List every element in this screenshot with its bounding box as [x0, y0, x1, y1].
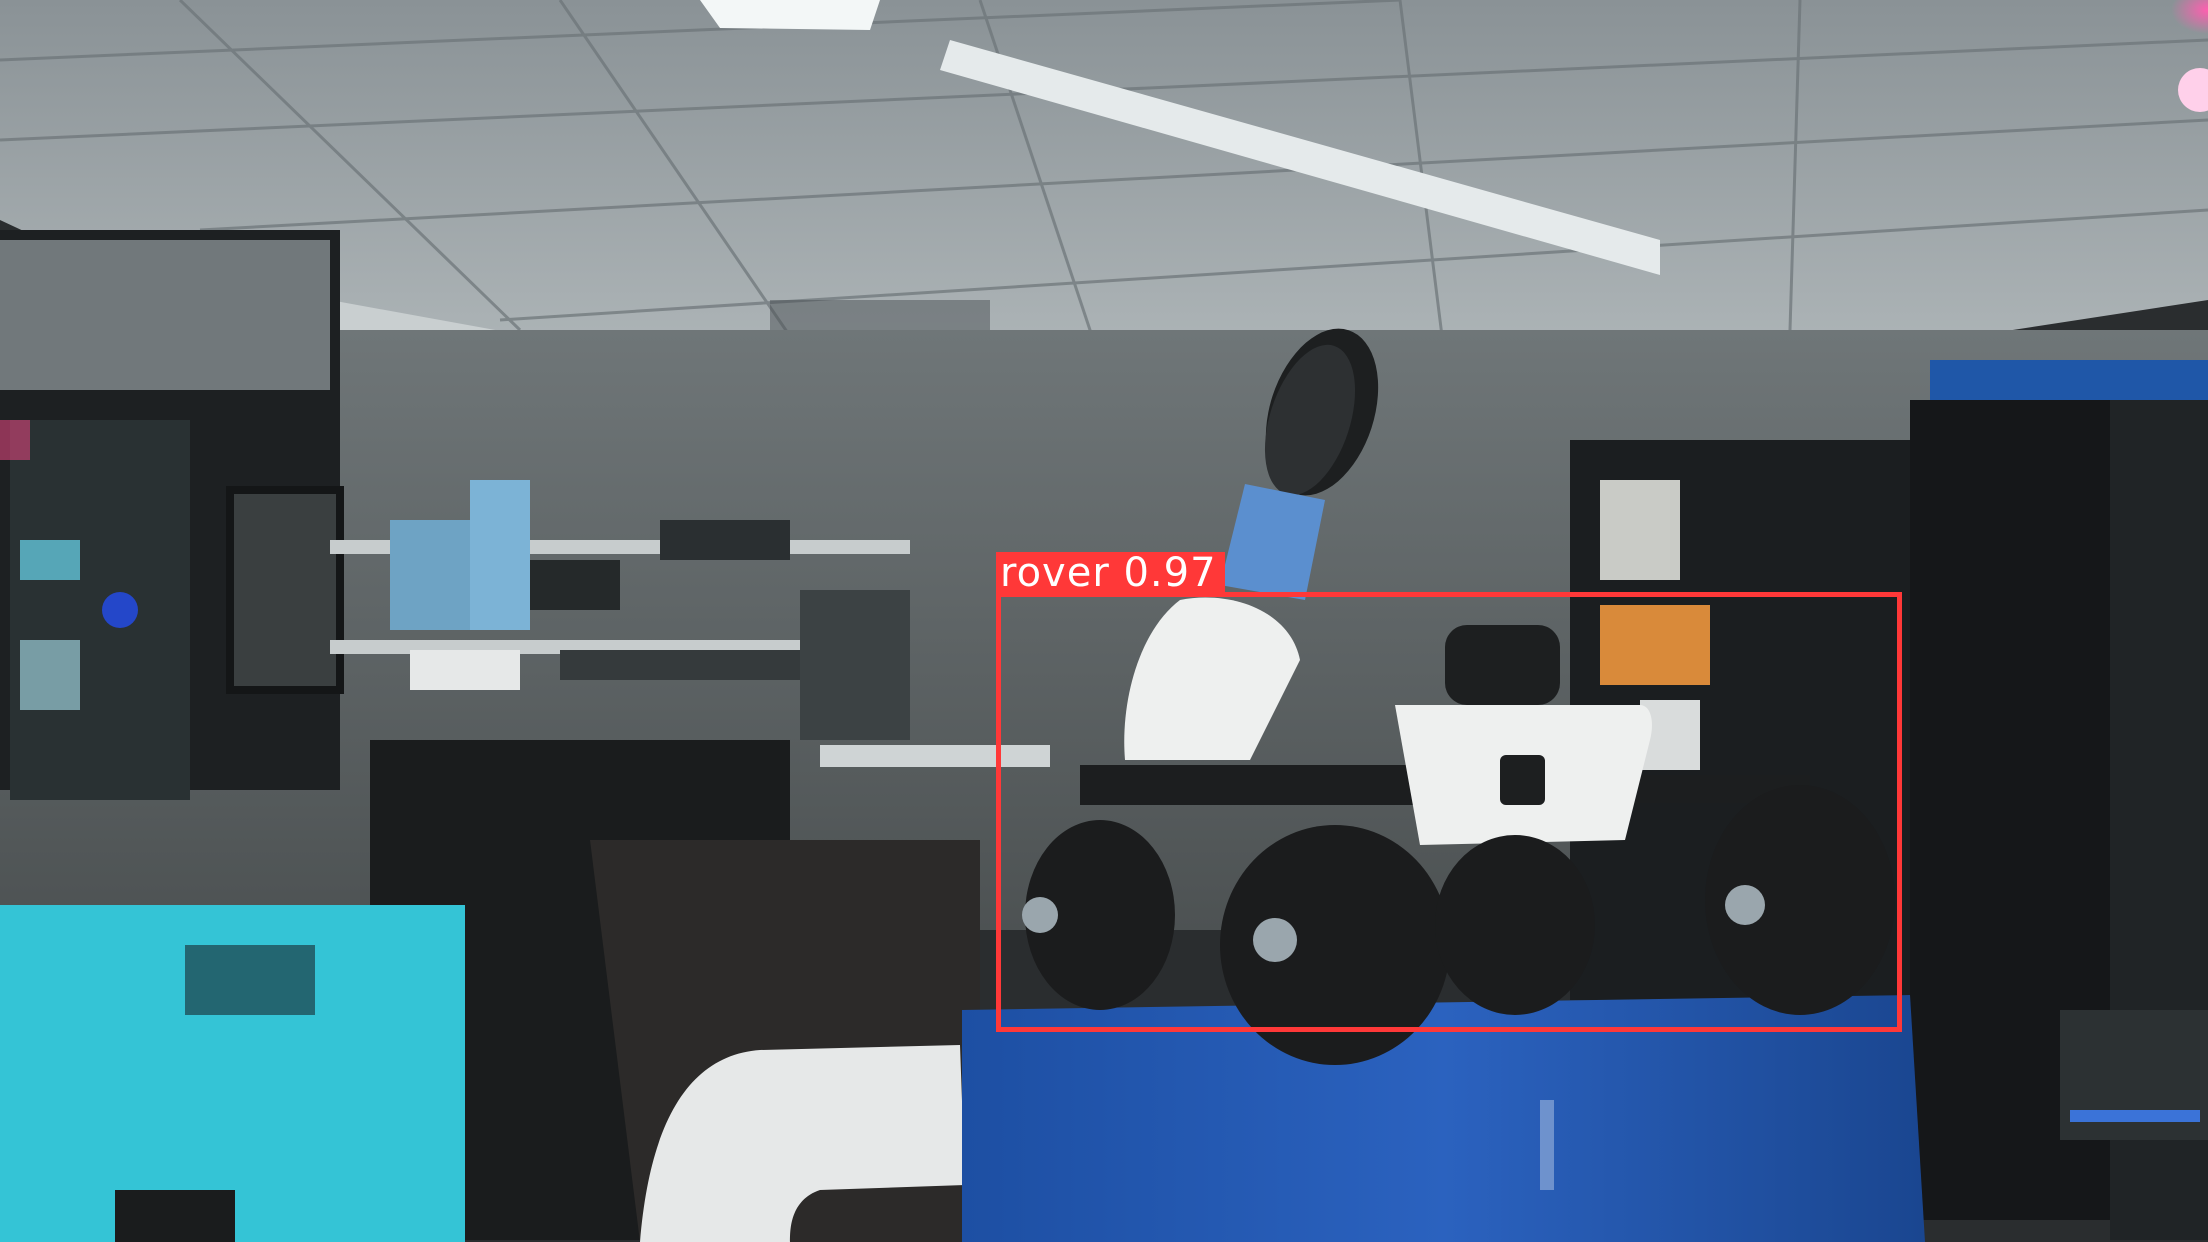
rover [1022, 328, 1895, 1065]
cyan-instrument [0, 905, 465, 1242]
detection-bounding-box [996, 592, 1902, 1032]
shelving [330, 480, 1050, 767]
left-cabinet [0, 230, 344, 800]
detection-score: 0.97 [1123, 550, 1217, 596]
detection-class: rover [1000, 550, 1110, 596]
detection-label: rover 0.97 [996, 552, 1225, 594]
